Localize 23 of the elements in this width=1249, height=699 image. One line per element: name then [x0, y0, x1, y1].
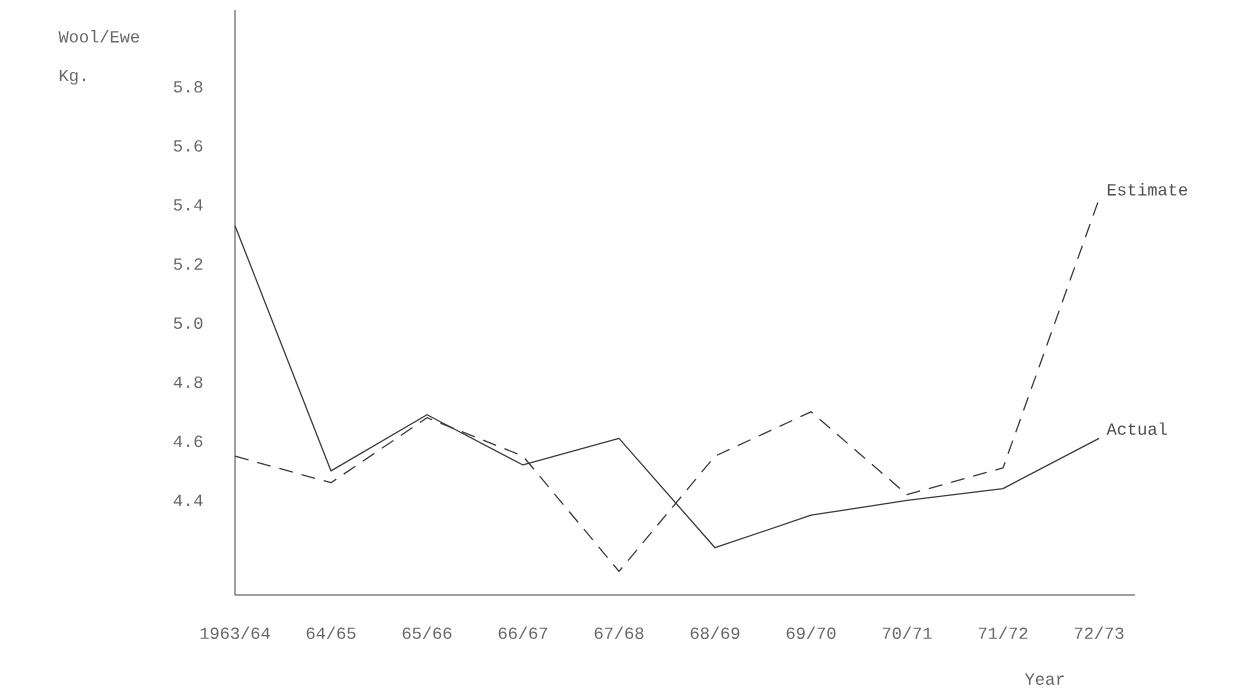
x-tick-label: 68/69 [690, 626, 740, 640]
x-tick-label: 71/72 [978, 626, 1028, 640]
x-tick-label: 67/68 [594, 626, 644, 640]
x-tick-label: 64/65 [306, 626, 356, 640]
x-tick-label: 69/70 [786, 626, 836, 640]
y-tick-label: 5.8 [173, 81, 203, 93]
x-tick-label: 70/71 [882, 626, 932, 640]
x-tick-label: 65/66 [402, 626, 452, 640]
x-tick-label: 72/73 [1074, 626, 1124, 640]
y-tick-label: 4.6 [173, 435, 203, 448]
y-tick-label: 5.4 [173, 199, 203, 211]
y-tick-label: 5.0 [173, 317, 203, 329]
y-tick-label: 4.8 [173, 376, 203, 389]
y-tick-label: 4.4 [173, 494, 203, 507]
y-axis-title: Wool/Ewe [58, 30, 140, 43]
text: Kg. [59, 69, 86, 85]
x-tick-label: 1963/64 [200, 626, 270, 640]
x-axis-title: Year [1024, 673, 1064, 685]
x-tick-label: 66/67 [498, 626, 548, 640]
y-tick-label: 5.6 [173, 140, 203, 152]
series-label: Estimate [1107, 183, 1188, 196]
y-tick-label: 5.2 [173, 258, 203, 270]
series-label: Actual [1106, 422, 1167, 435]
